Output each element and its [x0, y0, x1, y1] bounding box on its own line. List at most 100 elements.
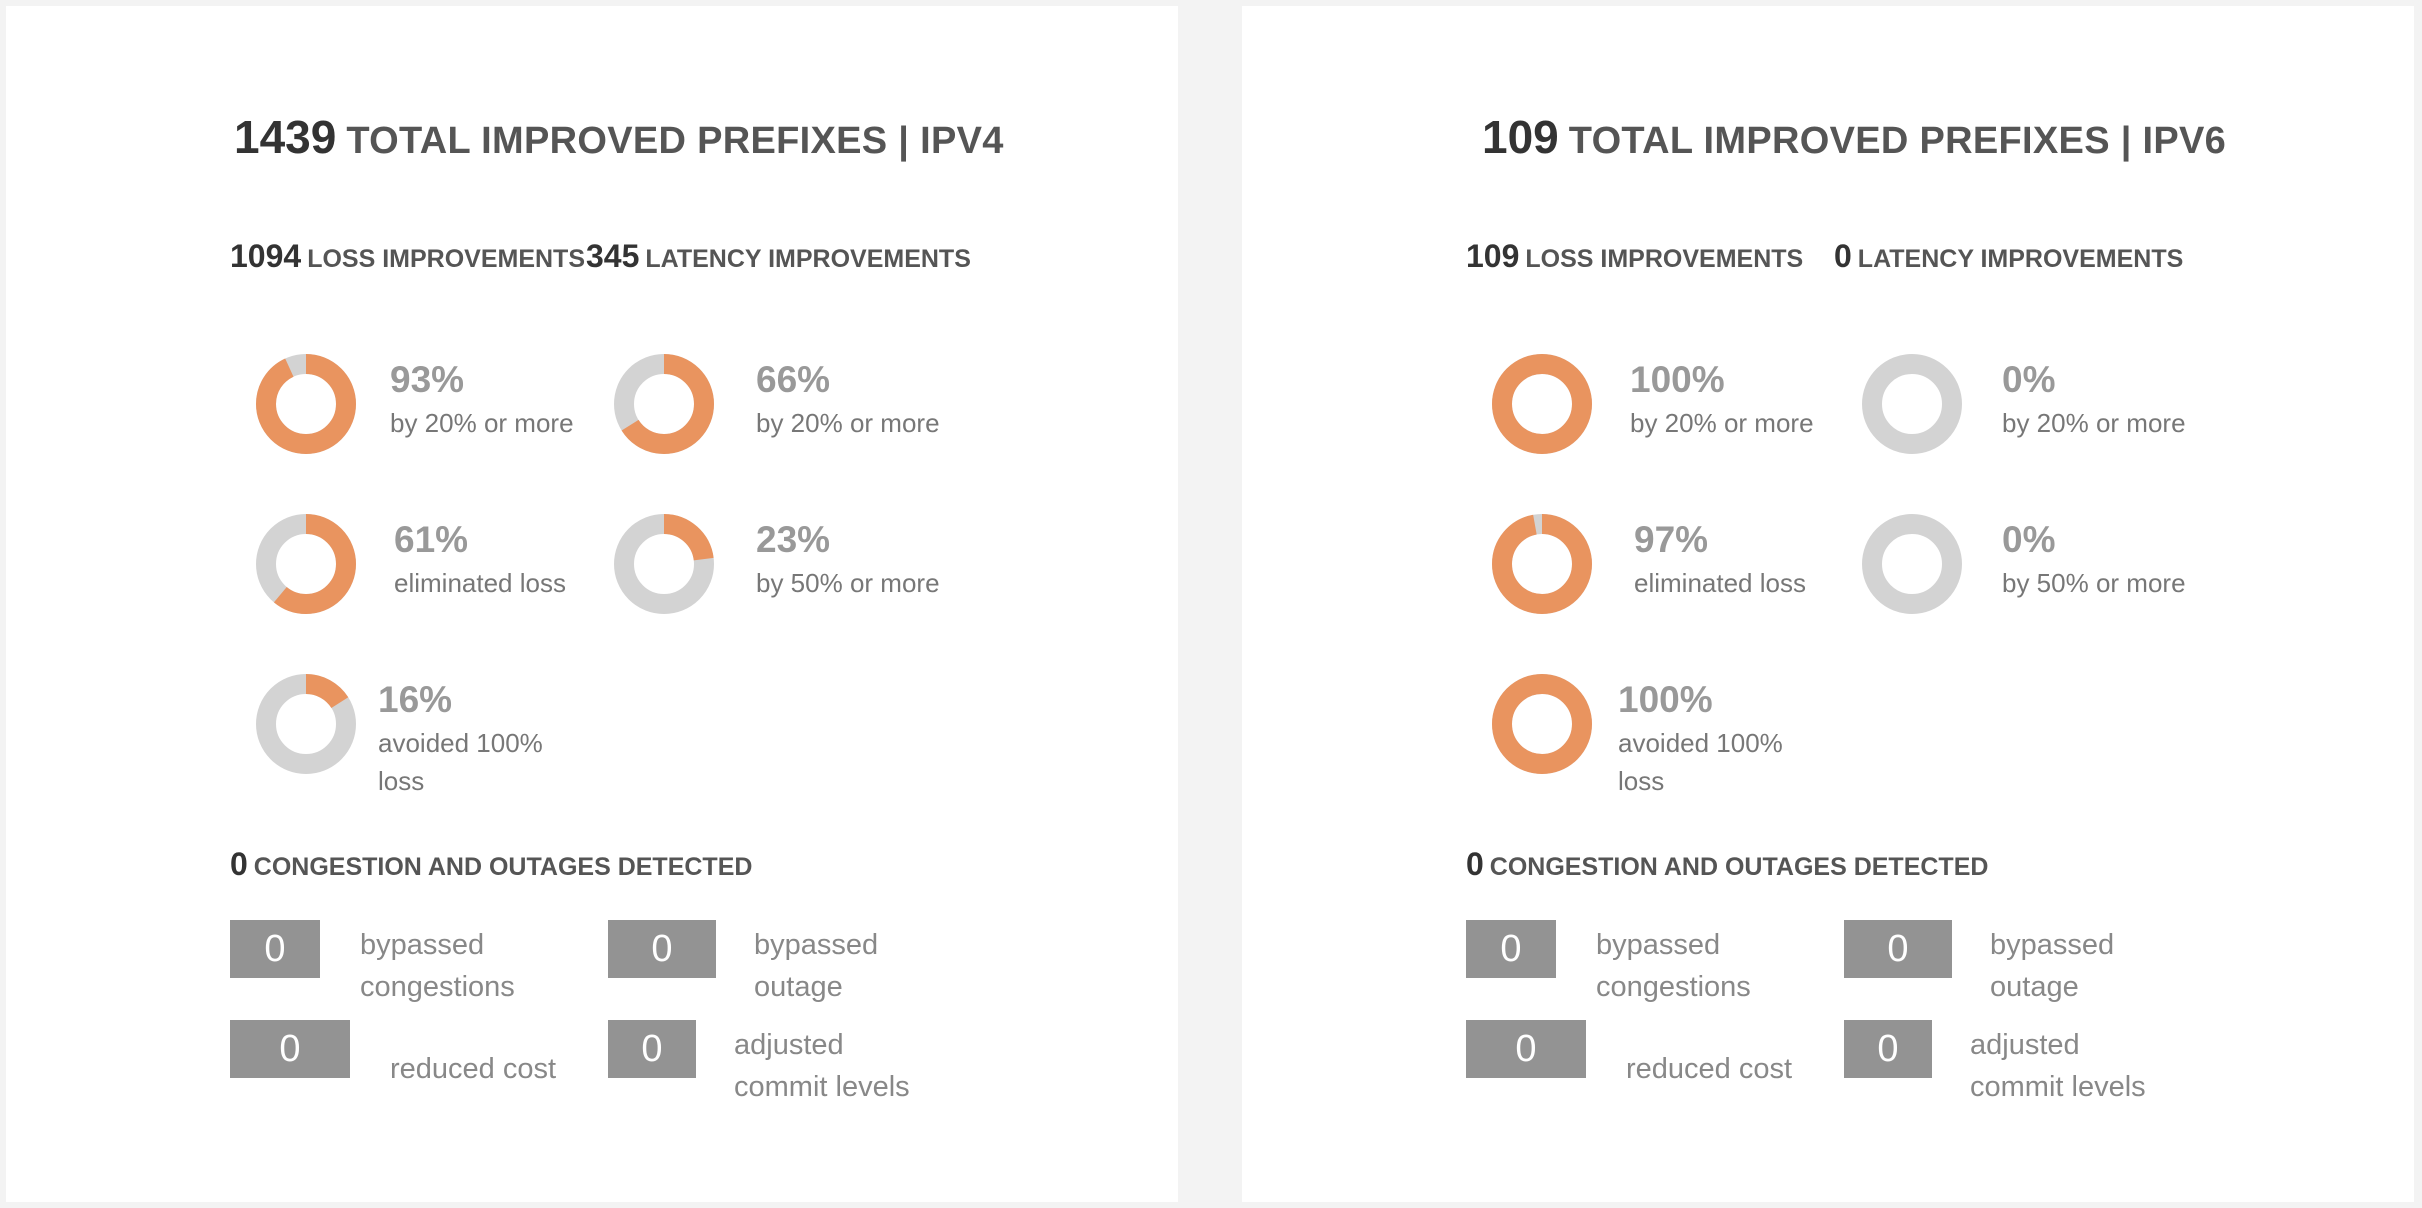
donut-svg [1862, 354, 1962, 454]
stat-percent: 61% [394, 519, 469, 560]
latency-improvements-label: LATENCY IMPROVEMENTS [645, 245, 971, 273]
latency-improvements: 345 LATENCY IMPROVEMENTS [586, 238, 971, 275]
stat-latency-50pct: 0% by 50% or more [2002, 516, 2202, 602]
reduced-cost-label: reduced cost [390, 1053, 557, 1085]
total-prefixes-count: 1439 [234, 111, 337, 163]
stat-description: eliminated loss [1634, 568, 1806, 598]
panel-title: 1439 TOTAL IMPROVED PREFIXES | IPV4 [234, 110, 1004, 164]
bypassed-outage-label: bypassed outage [754, 929, 879, 1003]
donut-svg [1492, 514, 1592, 614]
bypassed-outage-label: bypassed outage [1990, 929, 2115, 1003]
donut-value-arc [614, 514, 714, 614]
loss-improvements-label: LOSS IMPROVEMENTS [307, 245, 585, 273]
stat-percent: 0% [2002, 359, 2056, 400]
donut-chart [1860, 352, 1964, 456]
stat-loss-20pct: 100% by 20% or more [1630, 356, 1830, 442]
donut-chart [254, 672, 358, 776]
adjusted-commit-label: adjusted commit levels [1970, 1029, 2146, 1103]
total-prefixes-label: TOTAL IMPROVED PREFIXES | IPV6 [1568, 120, 2227, 162]
stat-description: by 50% or more [756, 568, 940, 598]
donut-svg [256, 354, 356, 454]
stat-description: by 20% or more [390, 408, 574, 438]
donut-track [1862, 514, 1962, 614]
donut-chart [1490, 512, 1594, 616]
stat-description: by 50% or more [2002, 568, 2186, 598]
bypassed-congestions-count: 0 [1466, 920, 1556, 978]
donut-svg [614, 514, 714, 614]
latency-improvements: 0 LATENCY IMPROVEMENTS [1834, 238, 2183, 275]
donut-value-arc [256, 514, 356, 614]
stat-eliminated-loss: 97% eliminated loss [1634, 516, 1874, 602]
loss-improvements: 1094 LOSS IMPROVEMENTS [230, 238, 585, 275]
donut-svg [1492, 674, 1592, 774]
latency-improvements-count: 345 [586, 238, 640, 274]
donut-svg [1862, 514, 1962, 614]
congestion-heading: 0 CONGESTION AND OUTAGES DETECTED [230, 846, 752, 883]
donut-svg [256, 514, 356, 614]
stat-latency-50pct: 23% by 50% or more [756, 516, 986, 602]
donut-chart [1490, 672, 1594, 776]
stat-percent: 0% [2002, 519, 2056, 560]
stat-description: avoided 100% loss [1618, 728, 1783, 796]
donut-track [1862, 354, 1962, 454]
donut-value-arc [1492, 354, 1592, 454]
donut-svg [614, 354, 714, 454]
stat-percent: 100% [1630, 359, 1725, 400]
ipv4-panel: 1439 TOTAL IMPROVED PREFIXES | IPV4 1094 L… [6, 6, 1178, 1202]
donut-chart [1860, 512, 1964, 616]
stat-description: avoided 100% loss [378, 728, 543, 796]
donut-svg [256, 674, 356, 774]
stat-percent: 23% [756, 519, 831, 560]
bypassed-congestions-label: bypassed congestions [1596, 929, 1751, 1003]
stat-description: by 20% or more [756, 408, 940, 438]
donut-svg [1492, 354, 1592, 454]
loss-improvements-count: 1094 [230, 238, 302, 274]
donut-chart [254, 512, 358, 616]
total-prefixes-label: TOTAL IMPROVED PREFIXES | IPV4 [346, 120, 1004, 162]
reduced-cost-count: 0 [1466, 1020, 1586, 1078]
donut-value-arc [256, 674, 356, 774]
total-prefixes-count: 109 [1482, 111, 1559, 163]
ipv6-panel: 109 TOTAL IMPROVED PREFIXES | IPV6 109 LOS… [1242, 6, 2414, 1202]
bypassed-congestions-count: 0 [230, 920, 320, 978]
donut-value-arc [1492, 674, 1592, 774]
donut-chart [612, 512, 716, 616]
congestion-count: 0 [1466, 846, 1484, 882]
donut-value-arc [256, 354, 356, 454]
loss-improvements-count: 109 [1466, 238, 1520, 274]
stat-loss-20pct: 93% by 20% or more [390, 356, 590, 442]
stat-percent: 93% [390, 359, 465, 400]
stat-description: eliminated loss [394, 568, 566, 598]
loss-improvements: 109 LOSS IMPROVEMENTS [1466, 238, 1803, 275]
congestion-heading: 0 CONGESTION AND OUTAGES DETECTED [1466, 846, 1988, 883]
stat-latency-20pct: 66% by 20% or more [756, 356, 986, 442]
stat-avoided-loss: 16% avoided 100% loss [378, 676, 578, 800]
stat-latency-20pct: 0% by 20% or more [2002, 356, 2202, 442]
stat-percent: 66% [756, 359, 831, 400]
reduced-cost-label: reduced cost [1626, 1053, 1793, 1085]
latency-improvements-count: 0 [1834, 238, 1852, 274]
donut-value-arc [614, 354, 714, 454]
donut-chart [1490, 352, 1594, 456]
donut-value-arc [1492, 514, 1592, 614]
latency-improvements-label: LATENCY IMPROVEMENTS [1857, 245, 2184, 273]
reduced-cost-count: 0 [230, 1020, 350, 1078]
congestion-label: CONGESTION AND OUTAGES DETECTED [253, 853, 753, 881]
stat-percent: 100% [1618, 679, 1713, 720]
congestion-count: 0 [230, 846, 248, 882]
donut-chart [254, 352, 358, 456]
stat-eliminated-loss: 61% eliminated loss [394, 516, 594, 602]
donut-chart [612, 352, 716, 456]
stat-avoided-loss: 100% avoided 100% loss [1618, 676, 1818, 800]
stat-description: by 20% or more [1630, 408, 1814, 438]
stat-percent: 97% [1634, 519, 1709, 560]
adjusted-commit-count: 0 [608, 1020, 696, 1078]
congestion-label: CONGESTION AND OUTAGES DETECTED [1489, 853, 1989, 881]
adjusted-commit-label: adjusted commit levels [734, 1029, 910, 1103]
adjusted-commit-count: 0 [1844, 1020, 1932, 1078]
bypassed-outage-count: 0 [608, 920, 716, 978]
stat-description: by 20% or more [2002, 408, 2186, 438]
bypassed-outage-count: 0 [1844, 920, 1952, 978]
stat-percent: 16% [378, 679, 453, 720]
panel-title: 109 TOTAL IMPROVED PREFIXES | IPV6 [1482, 110, 2226, 164]
